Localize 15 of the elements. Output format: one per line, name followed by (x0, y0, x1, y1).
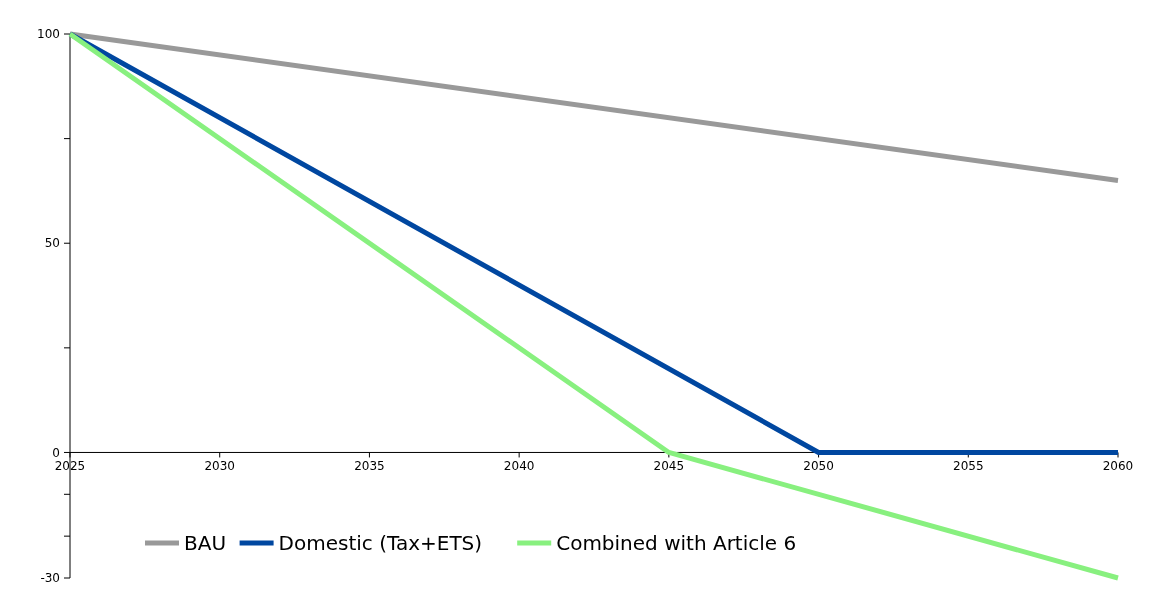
y-tick-label: 0 (52, 445, 60, 460)
legend-label: Combined with Article 6 (556, 531, 797, 555)
legend-label: BAU (184, 531, 227, 555)
x-tick-label: 2045 (653, 459, 685, 474)
x-tick-label: 2030 (204, 459, 235, 474)
y-tick-label: 50 (44, 236, 60, 251)
x-tick-label: 2035 (354, 459, 385, 474)
y-tick-label: -30 (40, 571, 60, 586)
y-tick-label: 100 (37, 27, 60, 42)
x-tick-label: 2050 (803, 459, 834, 474)
x-tick-label: 2025 (54, 459, 86, 474)
x-tick-label: 2055 (953, 459, 984, 474)
legend-label: Domestic (Tax+ETS) (278, 531, 483, 555)
x-tick-label: 2060 (1102, 459, 1134, 474)
x-tick-label: 2040 (503, 459, 535, 474)
